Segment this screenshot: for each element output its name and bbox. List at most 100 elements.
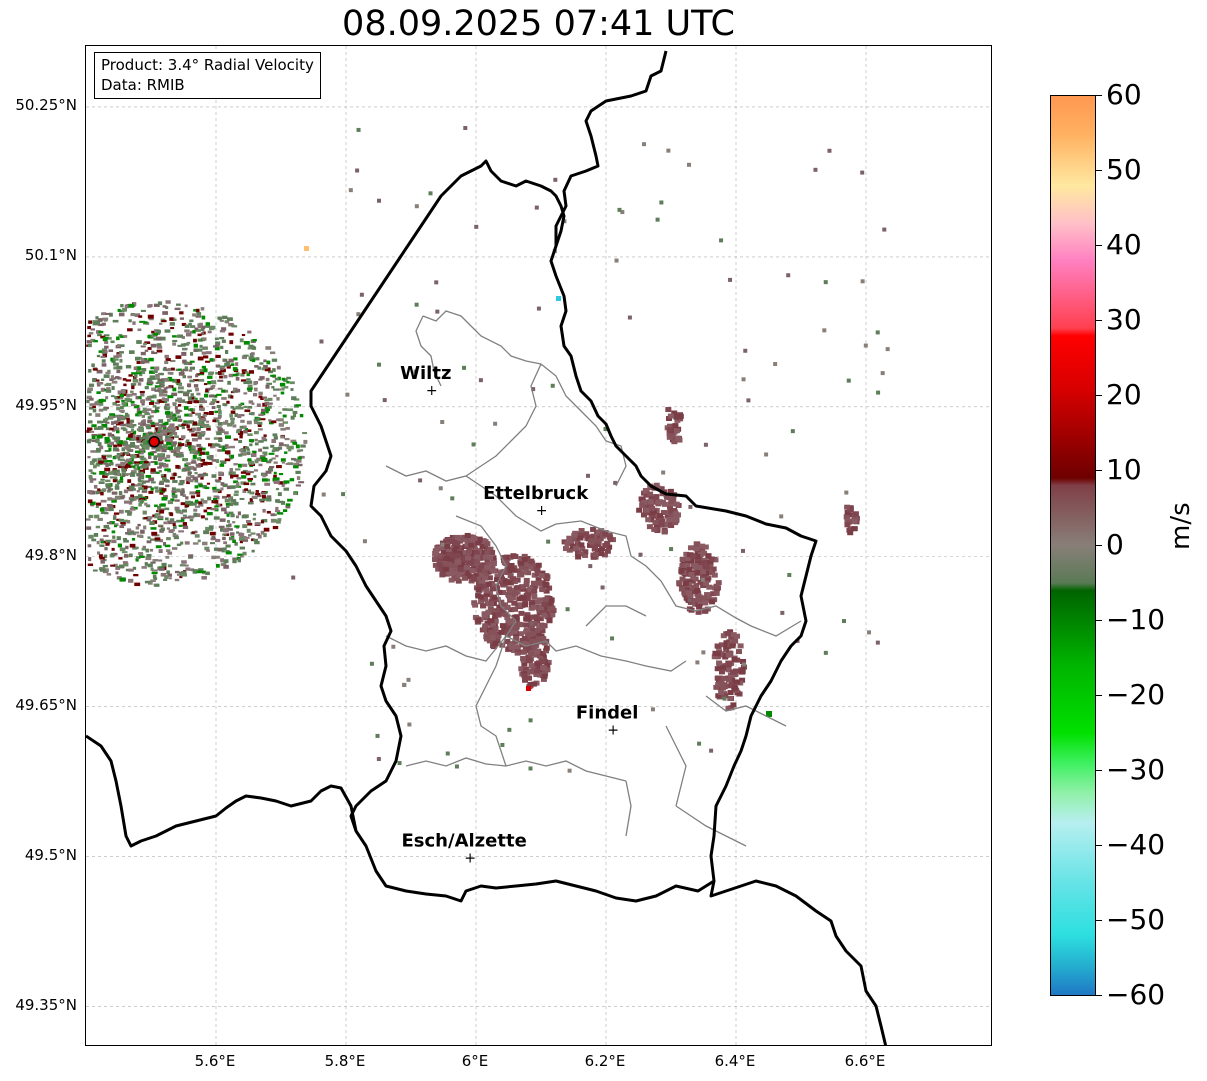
echo-cell bbox=[164, 575, 169, 579]
echo-cell bbox=[106, 454, 112, 458]
echo-cell bbox=[111, 530, 116, 534]
echo-cell bbox=[292, 441, 298, 445]
echo-cell bbox=[151, 481, 156, 484]
echo-cell bbox=[885, 347, 890, 352]
echo-cell bbox=[126, 417, 130, 421]
echo-cell bbox=[678, 568, 685, 574]
echo-cell bbox=[113, 512, 120, 515]
radar-map[interactable]: + Wiltz + Ettelbruck + Findel + Esch/Alzette bbox=[85, 45, 992, 1046]
echo-cell bbox=[126, 437, 131, 440]
echo-cell bbox=[138, 502, 142, 507]
echo-cell bbox=[697, 551, 704, 557]
echo-cell bbox=[201, 424, 207, 428]
echo-cell bbox=[272, 519, 278, 522]
echo-cell bbox=[151, 352, 158, 355]
echo-cell bbox=[169, 518, 175, 522]
echo-cell bbox=[228, 322, 234, 327]
echo-cell bbox=[668, 513, 675, 519]
echo-cell bbox=[484, 601, 491, 607]
echo-cell bbox=[252, 517, 256, 521]
echo-cell bbox=[468, 542, 475, 548]
echo-cell bbox=[244, 446, 249, 450]
echo-cell bbox=[130, 472, 135, 476]
echo-cell bbox=[539, 658, 546, 664]
echo-cell bbox=[844, 510, 851, 516]
echo-cell bbox=[125, 444, 132, 447]
echo-cell bbox=[522, 677, 529, 683]
echo-cell bbox=[525, 592, 532, 598]
echo-cell bbox=[718, 669, 725, 675]
echo-cell bbox=[132, 430, 137, 435]
echo-cell bbox=[88, 474, 93, 479]
echo-cell bbox=[205, 437, 210, 440]
echo-cell bbox=[179, 512, 184, 515]
echo-cell bbox=[167, 438, 173, 442]
echo-cell bbox=[141, 414, 146, 418]
echo-cell bbox=[121, 473, 125, 478]
echo-cell bbox=[190, 427, 196, 431]
echo-cell bbox=[161, 448, 167, 453]
echo-cell bbox=[133, 366, 138, 370]
echo-cell bbox=[204, 546, 210, 551]
echo-cell bbox=[161, 562, 167, 567]
echo-cell bbox=[549, 605, 556, 611]
echo-cell bbox=[359, 292, 364, 297]
echo-cell bbox=[136, 366, 142, 370]
echo-cell bbox=[492, 625, 499, 631]
echo-cell bbox=[166, 418, 171, 422]
echo-cell bbox=[477, 567, 484, 573]
colorbar-tick bbox=[1096, 395, 1102, 396]
echo-cell bbox=[106, 459, 113, 463]
echo-cell bbox=[730, 632, 737, 638]
echo-cell bbox=[176, 543, 182, 547]
echo-cell bbox=[240, 379, 247, 382]
echo-cell bbox=[661, 470, 666, 475]
echo-cell bbox=[443, 566, 450, 572]
echo-cell bbox=[152, 520, 158, 524]
echo-cell bbox=[550, 383, 555, 388]
echo-cell bbox=[228, 511, 234, 515]
echo-cell bbox=[486, 575, 493, 581]
echo-cell bbox=[104, 547, 108, 551]
echo-cell bbox=[510, 567, 517, 573]
echo-cell bbox=[185, 462, 191, 466]
echo-cell bbox=[97, 442, 102, 447]
echo-cell bbox=[86, 395, 92, 400]
echo-cell bbox=[158, 567, 165, 571]
echo-cell bbox=[165, 300, 171, 304]
echo-cell bbox=[167, 564, 173, 568]
echo-cell bbox=[268, 419, 272, 422]
echo-cell bbox=[139, 436, 144, 440]
echo-cell bbox=[222, 403, 228, 406]
echo-cell bbox=[197, 436, 202, 440]
echo-cell bbox=[195, 315, 202, 318]
echo-cell bbox=[172, 525, 177, 529]
echo-cell bbox=[278, 411, 282, 414]
echo-cell bbox=[190, 502, 197, 506]
echo-cell bbox=[278, 423, 285, 427]
echo-cell bbox=[566, 547, 573, 553]
echo-cell bbox=[200, 328, 205, 331]
echo-cell bbox=[103, 374, 110, 378]
echo-cell bbox=[544, 667, 551, 673]
echo-cell bbox=[228, 496, 232, 501]
echo-cell bbox=[261, 436, 267, 440]
echo-cell bbox=[183, 406, 189, 410]
echo-cell bbox=[154, 461, 158, 465]
echo-cell bbox=[414, 302, 419, 307]
echo-cell bbox=[238, 439, 243, 444]
echo-cell bbox=[102, 564, 108, 568]
echo-cell bbox=[218, 476, 222, 481]
echo-cell bbox=[142, 419, 147, 423]
echo-cell bbox=[103, 406, 110, 410]
echo-cell bbox=[189, 491, 196, 495]
echo-cell bbox=[128, 319, 132, 323]
echo-cell bbox=[484, 550, 491, 556]
echo-cell bbox=[688, 572, 695, 578]
echo-cell bbox=[682, 592, 689, 598]
echo-cell bbox=[693, 546, 700, 552]
echo-cell bbox=[225, 361, 230, 364]
echo-cell bbox=[128, 500, 133, 505]
echo-cell bbox=[120, 458, 125, 462]
echo-cell bbox=[188, 554, 194, 558]
